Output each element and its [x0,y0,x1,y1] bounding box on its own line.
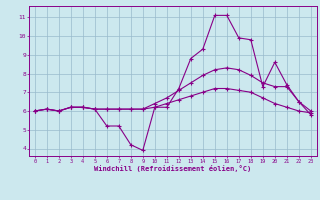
X-axis label: Windchill (Refroidissement éolien,°C): Windchill (Refroidissement éolien,°C) [94,165,252,172]
